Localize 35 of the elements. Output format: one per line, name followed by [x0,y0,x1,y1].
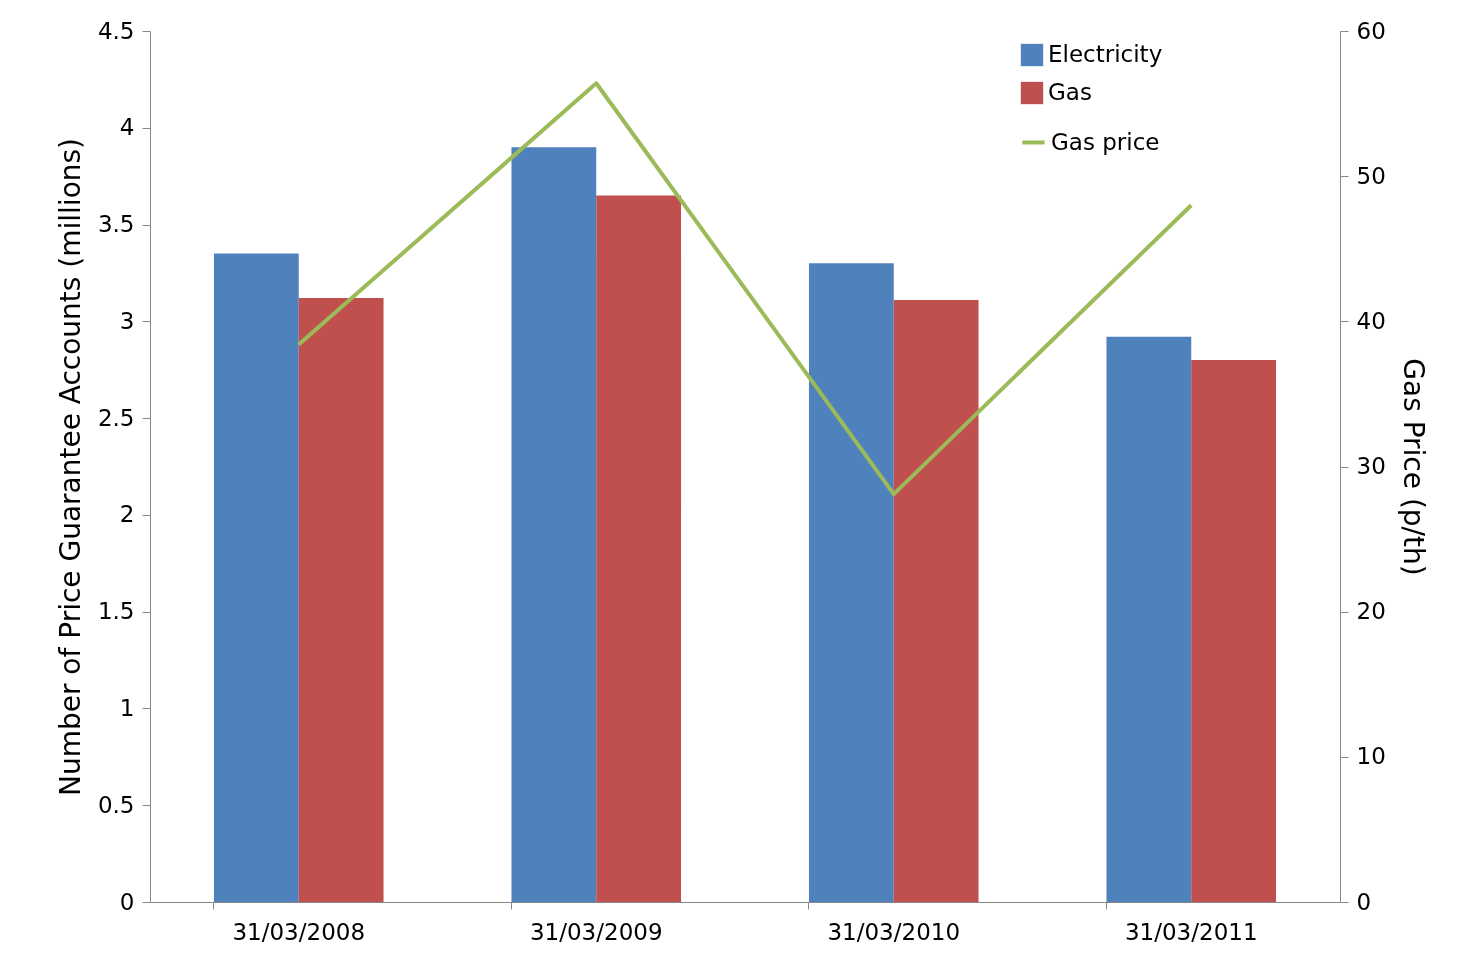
y-tick-label: 3.5 [97,211,135,238]
bar [596,195,682,902]
x-tick-label: 31/03/2009 [529,918,663,945]
y-tick-label: 0 [119,888,135,915]
bar [1191,360,1277,902]
y2-tick-label: 60 [1356,17,1386,44]
y-tick-label: 3 [119,307,135,334]
bar [511,147,597,902]
x-tick-label: 31/03/2011 [1124,918,1258,945]
y2-tick-label: 50 [1356,162,1386,189]
legend-label: Electricity [1048,41,1163,67]
y2-tick-label: 0 [1356,888,1372,915]
line-series [296,81,1194,497]
x-tick-label: 31/03/2008 [232,918,366,945]
y-tick-label: 2.5 [97,404,135,431]
y-tick-label: 1.5 [97,598,135,625]
y-tick-label: 4.5 [97,17,135,44]
legend-label: Gas price [1051,128,1160,155]
y-tick-label: 1 [119,694,135,721]
bar [893,300,979,902]
x-tick-label: 31/03/2010 [827,918,961,945]
y2-tick-label: 40 [1356,307,1386,334]
y-axis-title: Number of Price Guarantee Accounts (millions) [53,137,87,797]
y2-tick-label: 30 [1356,453,1386,479]
y2-axis-title: Gas Price (p/th) [1396,358,1430,576]
bar [213,253,299,902]
y-tick-label: 2 [119,501,135,528]
bar [298,298,384,902]
y2-tick-label: 20 [1356,598,1386,625]
y-tick-label: 0.5 [97,791,135,818]
y2-tick-label: 10 [1356,743,1386,770]
y-tick-label: 4 [119,114,135,141]
bar [808,263,894,902]
legend-label: Gas [1048,79,1092,105]
bar [1106,336,1192,902]
